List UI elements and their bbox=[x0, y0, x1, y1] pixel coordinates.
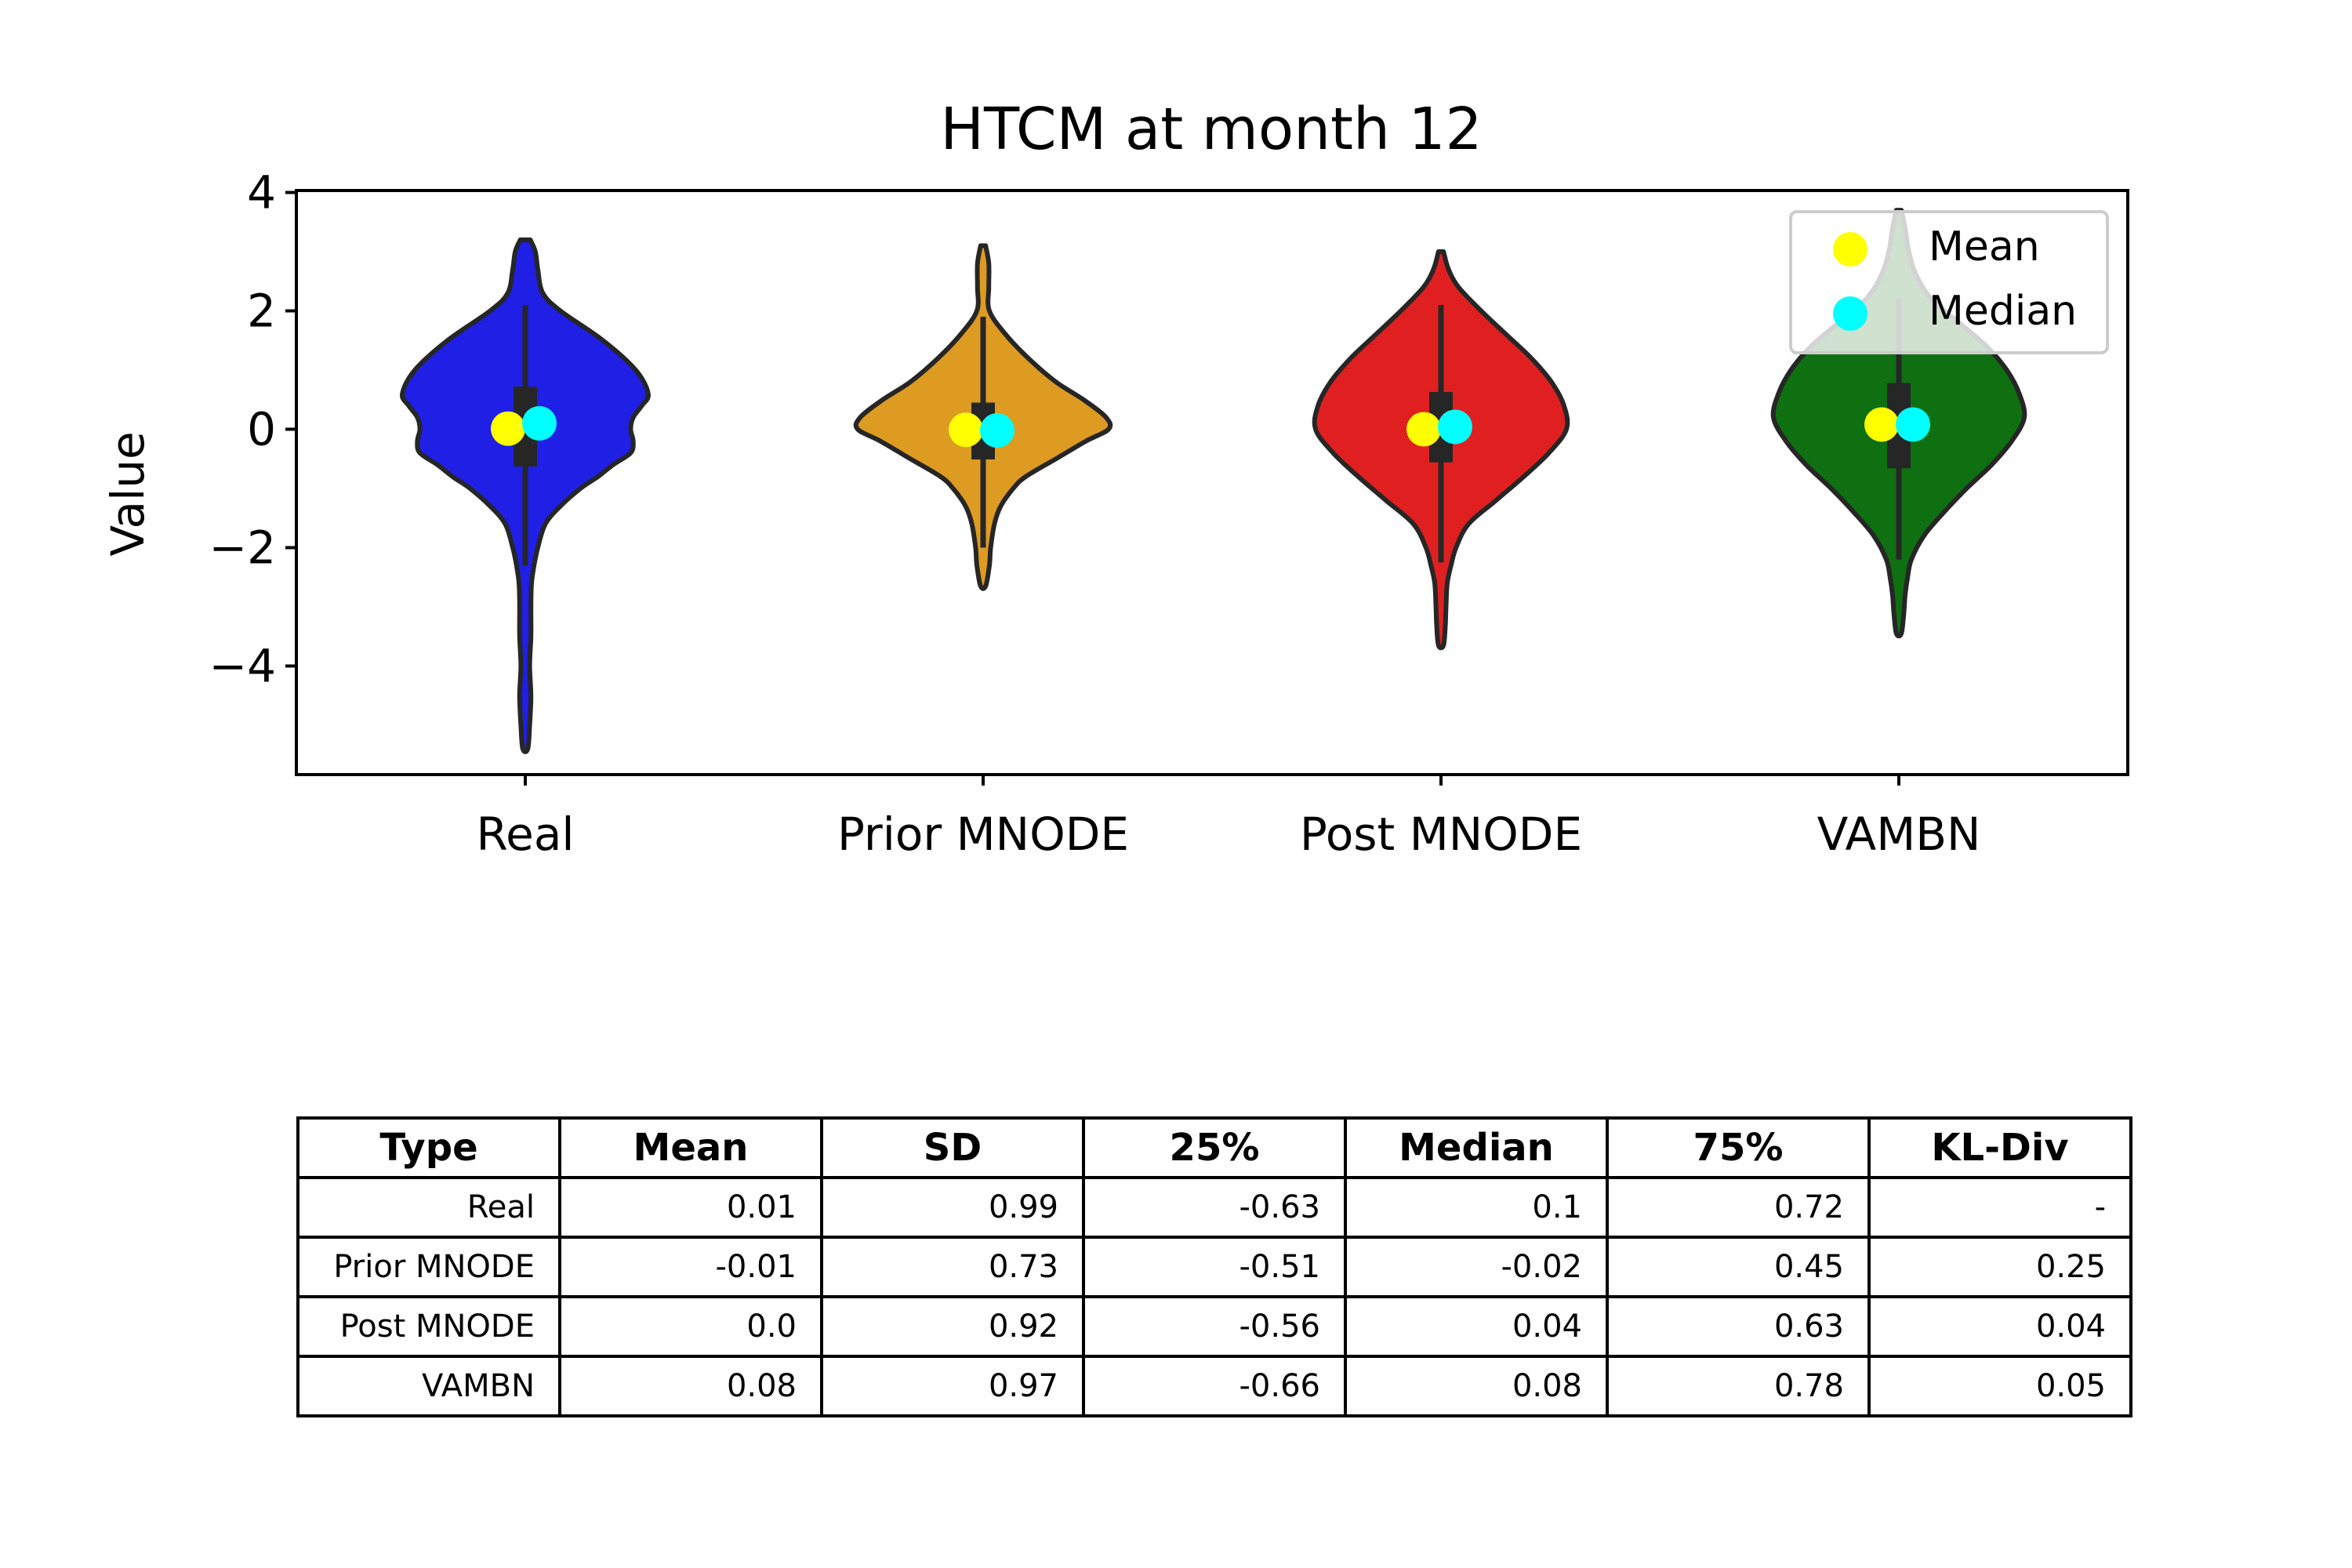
table-cell: 0.05 bbox=[1867, 1355, 2132, 1417]
y-tick-label: 2 bbox=[247, 285, 276, 338]
table-cell: 0.92 bbox=[820, 1295, 1085, 1358]
y-axis-label: Value bbox=[101, 431, 154, 556]
legend-mean-label: Mean bbox=[1929, 223, 2040, 270]
table-cell: -0.01 bbox=[558, 1236, 823, 1298]
median-point bbox=[980, 413, 1014, 448]
table-cell: 0.08 bbox=[1344, 1355, 1609, 1417]
mean-point bbox=[1864, 407, 1899, 442]
plot-frame bbox=[295, 189, 2129, 776]
table-cell: 0.08 bbox=[558, 1355, 823, 1417]
x-tick-label: Prior MNODE bbox=[837, 808, 1129, 861]
table-cell: 0.0 bbox=[558, 1295, 823, 1358]
table-cell: VAMBN bbox=[296, 1355, 561, 1417]
chart-title: HTCM at month 12 bbox=[940, 96, 1482, 163]
table-header-cell: Median bbox=[1344, 1116, 1609, 1179]
table-cell: 0.99 bbox=[820, 1176, 1085, 1239]
y-tick-label: −4 bbox=[209, 640, 277, 693]
table-cell: 0.04 bbox=[1344, 1295, 1609, 1358]
table-row: VAMBN 0.08 0.97 -0.66 0.08 0.78 0.05 bbox=[296, 1355, 2132, 1417]
table-row: Prior MNODE -0.01 0.73 -0.51 -0.02 0.45 … bbox=[296, 1236, 2132, 1298]
table-cell: 0.63 bbox=[1606, 1295, 1871, 1358]
table-cell: 0.25 bbox=[1867, 1236, 2132, 1298]
legend-median-label: Median bbox=[1929, 288, 2077, 335]
table-cell: 0.01 bbox=[558, 1176, 823, 1239]
mean-point bbox=[491, 411, 525, 446]
mean-point bbox=[949, 412, 983, 448]
x-tick-label: Real bbox=[476, 808, 574, 861]
table-cell: -0.66 bbox=[1082, 1355, 1347, 1417]
mean-point bbox=[1406, 412, 1441, 447]
legend-mean-marker bbox=[1833, 232, 1867, 267]
table-cell: 0.97 bbox=[820, 1355, 1085, 1417]
table-cell: 0.04 bbox=[1867, 1295, 2132, 1358]
table-header-cell: Type bbox=[296, 1116, 561, 1179]
y-axis-ticks: 4 2 0 −2 −4 bbox=[209, 166, 296, 693]
table-cell: Post MNODE bbox=[296, 1295, 561, 1358]
table-cell: -0.51 bbox=[1082, 1236, 1347, 1298]
x-tick-label: VAMBN bbox=[1817, 808, 1981, 861]
table-cell: 0.45 bbox=[1606, 1236, 1871, 1298]
table-header-cell: SD bbox=[820, 1116, 1085, 1179]
y-tick-label: 4 bbox=[247, 166, 276, 220]
legend-box bbox=[1789, 210, 2109, 354]
table-header-row: Type Mean SD 25% Median 75% KL-Div bbox=[296, 1116, 2132, 1179]
x-tick-label: Post MNODE bbox=[1300, 808, 1582, 861]
table-cell: 0.73 bbox=[820, 1236, 1085, 1298]
summary-stats-table: Type Mean SD 25% Median 75% KL-Div Real … bbox=[296, 1116, 2132, 1417]
x-axis-ticks: Real Prior MNODE Post MNODE VAMBN bbox=[476, 775, 1980, 861]
legend: Mean Median bbox=[1789, 210, 2109, 354]
table-cell: - bbox=[1867, 1176, 2132, 1239]
table-cell: 0.78 bbox=[1606, 1355, 1871, 1417]
median-point bbox=[522, 405, 557, 441]
table-cell: -0.56 bbox=[1082, 1295, 1347, 1358]
table-cell: Real bbox=[296, 1176, 561, 1239]
table-header-cell: 75% bbox=[1606, 1116, 1871, 1179]
table-cell: Prior MNODE bbox=[296, 1236, 561, 1298]
table-row: Real 0.01 0.99 -0.63 0.1 0.72 - bbox=[296, 1176, 2132, 1239]
table-header-cell: Mean bbox=[558, 1116, 823, 1179]
table-cell: -0.63 bbox=[1082, 1176, 1347, 1239]
median-point bbox=[1438, 409, 1472, 445]
y-tick-label: 0 bbox=[247, 403, 276, 456]
table-cell: 0.72 bbox=[1606, 1176, 1871, 1239]
y-tick-label: −2 bbox=[209, 521, 277, 575]
table-cell: 0.1 bbox=[1344, 1176, 1609, 1239]
table-row: Post MNODE 0.0 0.92 -0.56 0.04 0.63 0.04 bbox=[296, 1295, 2132, 1358]
table-header-cell: KL-Div bbox=[1867, 1116, 2132, 1179]
legend-median-marker bbox=[1833, 296, 1867, 331]
table-header-cell: 25% bbox=[1082, 1116, 1347, 1179]
median-point bbox=[1896, 407, 1930, 442]
table-cell: -0.02 bbox=[1344, 1236, 1609, 1298]
